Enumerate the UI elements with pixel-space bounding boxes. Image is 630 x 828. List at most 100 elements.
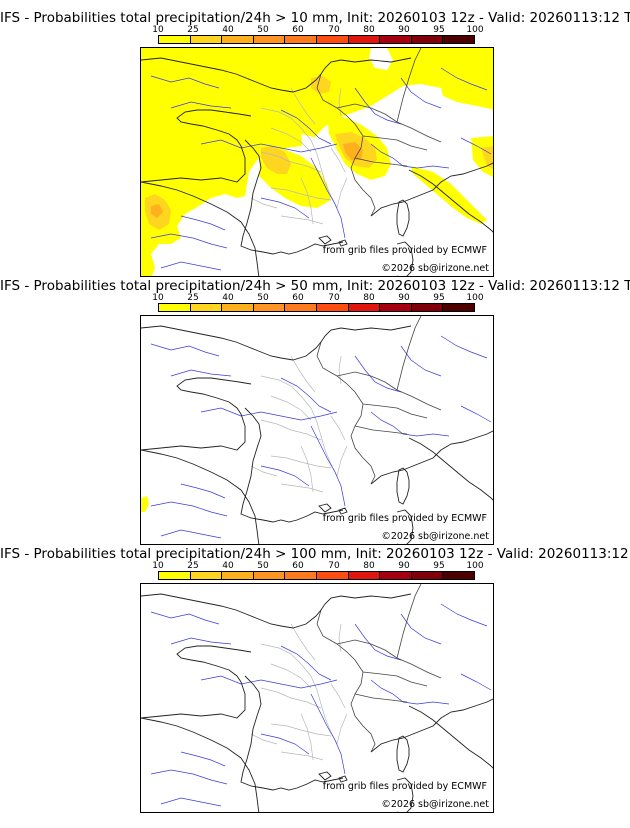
colorbar-tick-label: 25: [187, 25, 199, 35]
colorbar-swatch: [285, 36, 317, 43]
colorbar-tick-label: 70: [328, 561, 340, 571]
colorbar-swatch: [222, 36, 254, 43]
colorbar-tick-label: 50: [257, 293, 269, 303]
coastline: [141, 325, 493, 523]
colorbar-swatch: [411, 572, 444, 579]
corsica-outline: [396, 467, 410, 505]
probability-gap: [409, 108, 441, 136]
colorbar-swatch: [348, 304, 381, 311]
colorbar-swatch: [253, 36, 286, 43]
admin-boundaries: [250, 355, 348, 493]
italy-coastline: [408, 437, 493, 501]
colorbar-swatch: [159, 572, 191, 579]
colorbar-tick-label: 50: [257, 561, 269, 571]
colorbar-swatch: [159, 36, 191, 43]
colorbar-swatch: [222, 572, 254, 579]
national-borders: [316, 584, 442, 753]
copyright-credit: ©2026 sb@irizone.net: [381, 531, 489, 542]
rivers: [150, 603, 492, 807]
balearic-islands: [318, 771, 348, 783]
colorbar-swatch: [316, 36, 349, 43]
colorbar-swatch: [159, 304, 191, 311]
colorbar-swatches: [158, 571, 475, 580]
probability-area-10: [141, 48, 493, 276]
colorbar-swatch: [348, 36, 381, 43]
colorbar-tick-label: 95: [433, 293, 445, 303]
precipitation-field: [141, 48, 493, 276]
admin-boundaries: [250, 623, 348, 761]
colorbar-swatches: [158, 303, 475, 312]
map-canvas: [141, 316, 493, 544]
colorbar-tick-label: 10: [152, 293, 164, 303]
probability-colorbar: 10 25 40 50 60 70 80 90 95 100: [152, 561, 484, 581]
probability-area-25: [261, 146, 291, 174]
coastline-west: [141, 377, 252, 451]
coastline-iberia: [141, 717, 260, 812]
colorbar-tick-label: 50: [257, 25, 269, 35]
map-canvas: [141, 48, 493, 276]
coastline-west: [141, 645, 252, 719]
sardinia-outline: [396, 777, 414, 812]
coastline-west: [141, 109, 252, 183]
probability-colorbar: 10 25 40 50 60 70 80 90 95 100: [152, 25, 484, 45]
panel-title: IFS - Probabilities total precipitation/…: [0, 10, 630, 26]
colorbar-swatch: [253, 304, 286, 311]
balearic-islands: [318, 503, 348, 515]
map-frame: from grib files provided by ECMWF ©2026 s…: [140, 47, 494, 277]
map-panel: IFS - Probabilities total precipitation/…: [0, 0, 630, 277]
colorbar-swatch: [443, 36, 474, 43]
map-canvas: [141, 584, 493, 812]
coastline: [141, 593, 493, 791]
rivers: [150, 67, 492, 271]
colorbar-tick-label: 40: [222, 561, 234, 571]
colorbar-tick-label: 40: [222, 25, 234, 35]
colorbar-tick-label: 40: [222, 293, 234, 303]
colorbar-swatch: [316, 304, 349, 311]
colorbar-tick-label: 60: [292, 293, 304, 303]
colorbar-tick-label: 10: [152, 561, 164, 571]
probability-gap: [369, 48, 393, 70]
colorbar-tick-label: 90: [398, 293, 410, 303]
probability-area-40: [343, 142, 363, 160]
sardinia-outline: [396, 241, 414, 276]
colorbar-tick-label: 25: [187, 293, 199, 303]
colorbar-swatches: [158, 35, 475, 44]
colorbar-swatch: [253, 572, 286, 579]
colorbar-swatch: [190, 572, 223, 579]
probability-colorbar: 10 25 40 50 60 70 80 90 95 100: [152, 293, 484, 313]
colorbar-swatch: [380, 572, 412, 579]
colorbar-tick-label: 95: [433, 25, 445, 35]
colorbar-swatch: [348, 572, 381, 579]
corsica-outline: [396, 199, 410, 237]
colorbar-tick-label: 100: [466, 25, 484, 35]
source-credit: from grib files provided by ECMWF: [322, 513, 487, 524]
source-credit: from grib files provided by ECMWF: [322, 245, 487, 256]
colorbar-swatch: [285, 304, 317, 311]
colorbar-tick-label: 70: [328, 25, 340, 35]
source-credit: from grib files provided by ECMWF: [322, 781, 487, 792]
copyright-credit: ©2026 sb@irizone.net: [381, 263, 489, 274]
coastline-iberia: [141, 181, 260, 276]
colorbar-tick-label: 80: [363, 561, 375, 571]
colorbar-tick-label: 60: [292, 25, 304, 35]
rivers: [150, 335, 492, 539]
probability-gap: [301, 134, 327, 162]
colorbar-tick-label: 90: [398, 561, 410, 571]
colorbar-tick-label: 100: [466, 293, 484, 303]
italy-coastline: [408, 169, 493, 233]
colorbar-tick-label: 90: [398, 25, 410, 35]
admin-boundaries: [250, 87, 348, 225]
colorbar-swatch: [285, 572, 317, 579]
colorbar-swatch: [443, 572, 474, 579]
panel-title: IFS - Probabilities total precipitation/…: [0, 546, 630, 562]
map-frame: from grib files provided by ECMWF ©2026 s…: [140, 583, 494, 813]
colorbar-swatch: [316, 572, 349, 579]
map-frame: from grib files provided by ECMWF ©2026 s…: [140, 315, 494, 545]
colorbar-swatch: [411, 36, 444, 43]
national-borders: [316, 48, 442, 217]
precipitation-field: [141, 496, 149, 512]
colorbar-swatch: [443, 304, 474, 311]
colorbar-swatch: [190, 304, 223, 311]
colorbar-tick-label: 80: [363, 25, 375, 35]
colorbar-tick-label: 95: [433, 561, 445, 571]
